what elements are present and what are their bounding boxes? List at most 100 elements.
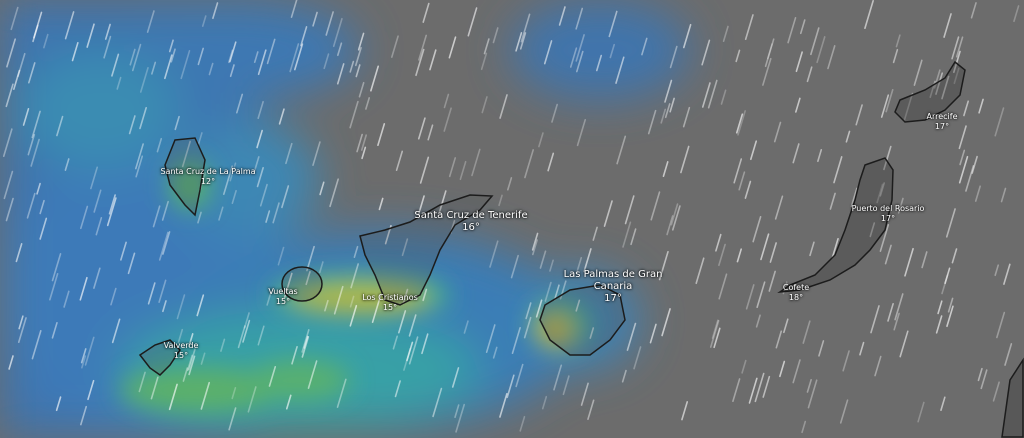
wind-streak: [515, 363, 524, 388]
wind-streak: [90, 166, 99, 190]
wind-streak: [937, 300, 943, 315]
wind-streak: [671, 205, 681, 231]
wind-streak: [27, 133, 36, 156]
wind-streak: [51, 322, 58, 339]
place-label[interactable]: Cofete 18°: [783, 283, 809, 302]
wind-streak: [773, 121, 782, 143]
wind-streak: [168, 39, 174, 53]
wind-streak: [980, 369, 988, 390]
place-label[interactable]: Arrecife 17°: [926, 112, 957, 131]
wind-streak: [231, 189, 237, 205]
island-fuerteventura: [777, 157, 894, 294]
wind-streak: [787, 17, 797, 44]
wind-streak: [1003, 263, 1011, 285]
wind-streak: [595, 54, 603, 72]
place-label[interactable]: Santa Cruz de La Palma 12°: [160, 167, 255, 186]
wind-streak: [608, 10, 618, 38]
wind-streak: [103, 35, 112, 59]
wind-streak: [392, 335, 398, 350]
wind-streak: [13, 69, 21, 90]
wind-streak: [84, 336, 95, 366]
wind-streak: [39, 199, 45, 215]
wind-streak: [707, 79, 718, 109]
wind-streak: [218, 206, 224, 221]
wind-streak: [745, 284, 755, 310]
wind-streak: [829, 192, 836, 210]
wind-streak: [357, 32, 365, 51]
wind-streak: [774, 195, 784, 220]
wind-streak: [422, 2, 430, 23]
wind-streak: [336, 378, 347, 408]
wind-streak: [737, 110, 746, 136]
wind-streak: [827, 45, 836, 70]
wind-streak: [266, 291, 272, 306]
wind-streak: [754, 372, 765, 403]
wind-streak: [711, 319, 719, 339]
wind-streak: [329, 178, 339, 208]
wind-streak: [196, 294, 205, 317]
wind-streak: [200, 352, 206, 365]
wind-streak: [735, 49, 741, 63]
wind-streak: [93, 189, 102, 213]
wind-streak: [485, 324, 496, 353]
place-label[interactable]: Santa Cruz de Tenerife 16°: [414, 210, 527, 234]
place-label[interactable]: Las Palmas de Gran Canaria 17°: [558, 269, 668, 305]
wind-streak: [855, 104, 863, 126]
place-label[interactable]: Los Cristianos 15°: [362, 293, 418, 312]
wind-streak: [549, 259, 554, 272]
wind-streak: [181, 140, 191, 168]
wind-streak: [87, 379, 95, 401]
wind-streak: [609, 43, 615, 59]
wind-streak: [531, 232, 539, 251]
wind-streak: [874, 355, 882, 377]
wind-streak: [1004, 343, 1013, 366]
wind-streak: [290, 0, 298, 18]
wind-streak: [806, 66, 813, 83]
wind-streak: [899, 330, 909, 358]
wind-streak: [15, 243, 23, 263]
wind-streak: [417, 195, 425, 216]
wind-streak: [231, 387, 237, 400]
wind-streak: [176, 294, 186, 320]
wind-streak: [893, 312, 900, 331]
wind-streak: [467, 7, 478, 37]
wind-streak: [953, 50, 961, 74]
wind-streak: [951, 248, 958, 264]
wind-streak: [506, 374, 515, 399]
wind-streak: [576, 256, 583, 273]
place-temp: 12°: [200, 176, 216, 186]
wind-streak: [333, 285, 344, 315]
wind-streak: [718, 243, 726, 267]
wind-streak: [994, 107, 1005, 137]
wind-streak: [935, 72, 944, 95]
place-label[interactable]: Vueltas 15°: [268, 287, 297, 306]
wind-streak: [682, 23, 692, 49]
place-label[interactable]: Valverde 15°: [164, 341, 199, 360]
wind-streak: [718, 273, 728, 300]
wind-streak: [941, 274, 949, 295]
wind-streak: [755, 314, 761, 328]
wind-streak: [253, 51, 259, 64]
wind-streak: [293, 43, 304, 71]
wind-streak: [741, 359, 747, 374]
wind-streak: [520, 13, 531, 43]
wind-streak: [243, 312, 250, 329]
wind-streak: [562, 375, 570, 396]
wind-streak: [499, 392, 508, 418]
wind-streak: [257, 49, 267, 76]
wind-streak: [489, 240, 499, 268]
wind-streak: [587, 399, 595, 420]
wind-streak: [235, 93, 244, 114]
place-label[interactable]: Puerto del Rosario 17°: [852, 204, 925, 223]
wind-streak: [992, 381, 1000, 402]
wind-streak: [134, 143, 144, 170]
wind-streak: [371, 293, 382, 323]
island-la-gomera: [281, 266, 323, 302]
wind-streak: [576, 119, 587, 147]
wind-streak: [943, 13, 952, 38]
wind-streak: [750, 140, 758, 161]
wind-streak: [935, 315, 943, 334]
place-name: Cofete: [782, 283, 810, 292]
place-temp: 17°: [880, 213, 896, 223]
